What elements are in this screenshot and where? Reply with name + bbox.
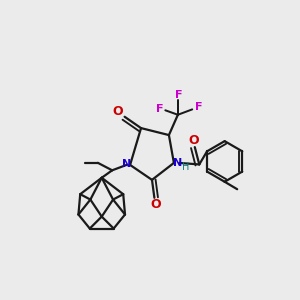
Text: F: F [195, 102, 202, 112]
Text: N: N [173, 158, 182, 168]
Text: N: N [122, 159, 131, 169]
Text: H: H [182, 162, 189, 172]
Text: O: O [188, 134, 199, 147]
Text: F: F [156, 104, 163, 114]
Text: O: O [113, 105, 123, 118]
Text: F: F [175, 90, 182, 100]
Text: O: O [150, 198, 160, 211]
